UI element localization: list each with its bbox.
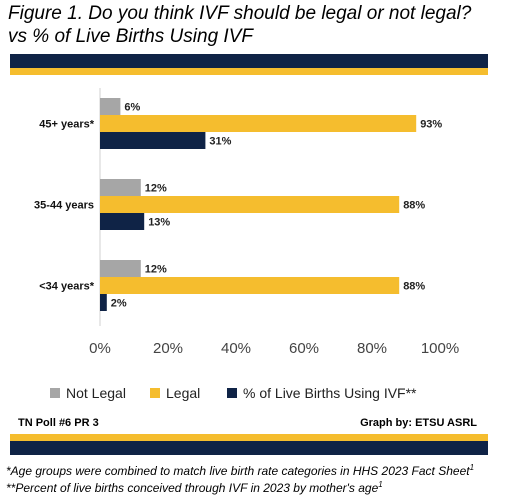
data-label-not-legal-2: 12% [145,264,167,276]
data-label-ivf-2: 2% [111,298,127,310]
legend-swatch-legal [150,388,160,398]
bar-not-legal-1 [100,179,141,196]
legend-item-ivf: % of Live Births Using IVF** [227,385,417,401]
legend-label-ivf: % of Live Births Using IVF** [243,385,417,401]
data-label-ivf-1: 13% [148,217,170,229]
footnote-1: *Age groups were combined to match live … [6,460,474,479]
bar-chart: 6% 93% 31% 45+ years* 12% 88% 13% 35-44 years 12… [34,88,459,357]
legend: Not Legal Legal % of Live Births Using I… [0,385,505,405]
x-tick-label-5: 100% [421,340,459,357]
legend-swatch-ivf [227,388,237,398]
footer-credit: Graph by: ETSU ASRL [360,417,477,429]
bar-legal-2 [100,277,400,294]
bottom-gold-stripe [10,434,488,441]
chart-title: Figure 1. Do you think IVF should be leg… [8,2,500,48]
footnote-2: **Percent of live births conceived throu… [6,477,383,496]
legend-item-legal: Legal [150,385,200,401]
category-label-2: <34 years* [39,281,94,293]
category-label-1: 35-44 years [34,200,94,212]
chart-title-line1: Figure 1. Do you think IVF should be leg… [8,3,472,24]
chart-title-line2: vs % of Live Births Using IVF [8,26,253,47]
legend-label-legal: Legal [166,385,201,401]
x-tick-label-2: 40% [221,340,251,357]
x-tick-label-3: 60% [289,340,319,357]
data-label-not-legal-0: 6% [124,102,140,114]
x-tick-label-4: 80% [357,340,387,357]
bar-not-legal-0 [100,98,121,115]
legend-swatch-not-legal [50,388,60,398]
bar-ivf-2 [100,294,107,311]
bottom-navy-stripe [10,441,488,455]
bar-ivf-1 [100,213,145,230]
legend-item-not-legal: Not Legal [50,385,126,401]
data-label-legal-2: 88% [403,281,425,293]
footnote-1-text: *Age groups were combined to match live … [6,464,470,478]
footnote-2-text: **Percent of live births conceived throu… [6,481,379,495]
data-label-legal-1: 88% [403,200,425,212]
footnote-1-sup: 1 [469,463,475,472]
top-gold-stripe [10,68,488,75]
category-label-0: 45+ years* [39,119,94,131]
data-label-legal-0: 93% [420,119,442,131]
legend-label-not-legal: Not Legal [66,385,126,401]
data-label-ivf-0: 31% [209,136,231,148]
bar-legal-1 [100,196,400,213]
bar-legal-0 [100,115,417,132]
footnote-2-sup: 1 [378,480,383,489]
footer-poll-label: TN Poll #6 PR 3 [18,417,99,429]
x-tick-label-1: 20% [153,340,183,357]
bar-not-legal-2 [100,260,141,277]
top-navy-stripe [10,54,488,68]
bar-ivf-0 [100,132,206,149]
data-label-not-legal-1: 12% [145,183,167,195]
chart-area: 6% 93% 31% 45+ years* 12% 88% 13% 35-44 years 12… [0,76,505,406]
x-tick-label-0: 0% [89,340,111,357]
